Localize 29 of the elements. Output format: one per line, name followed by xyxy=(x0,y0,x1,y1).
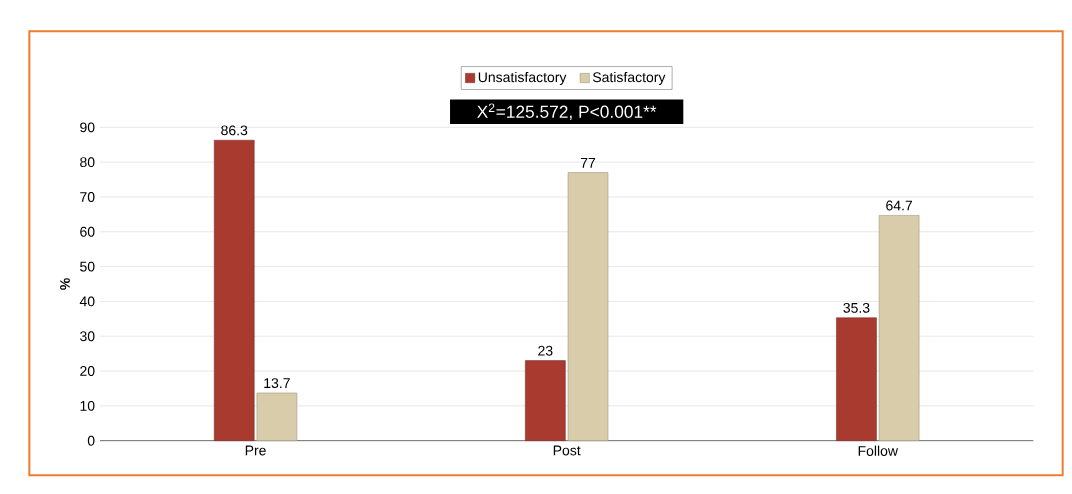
y-tick-label: 70 xyxy=(80,192,95,202)
data-label: 86.3 xyxy=(221,125,248,136)
bar xyxy=(836,317,877,441)
legend-label: Satisfactory xyxy=(592,71,666,85)
data-label: 64.7 xyxy=(886,200,913,211)
data-label: 77 xyxy=(580,158,596,168)
bar xyxy=(256,392,298,441)
y-tick-label: 20 xyxy=(80,366,95,376)
text: X$^{2}$=125.572, P<0.001** xyxy=(477,103,657,120)
bar xyxy=(213,139,255,441)
y-tick-label: 90 xyxy=(80,122,95,133)
y-tick-label: 60 xyxy=(80,226,95,237)
bar xyxy=(567,172,609,441)
x-tick-label: Post xyxy=(553,445,581,456)
y-tick-label: 80 xyxy=(80,157,95,168)
y-tick-label: 50 xyxy=(80,261,95,272)
x-tick-label: Follow xyxy=(858,445,899,456)
data-label: 35.3 xyxy=(843,302,870,313)
y-tick-label: 0 xyxy=(87,435,95,446)
y-tick-label: 40 xyxy=(79,296,95,307)
x-tick-label: Pre xyxy=(245,445,266,456)
y-tick-label: 30 xyxy=(80,331,95,342)
data-label: 23 xyxy=(538,345,553,356)
y-tick-label: 10 xyxy=(80,400,95,411)
legend-label: Unsatisfactory xyxy=(478,71,567,85)
y-axis-title: % xyxy=(60,278,70,290)
bar xyxy=(525,360,566,441)
bar xyxy=(878,215,920,441)
data-label: 13.7 xyxy=(264,378,290,389)
